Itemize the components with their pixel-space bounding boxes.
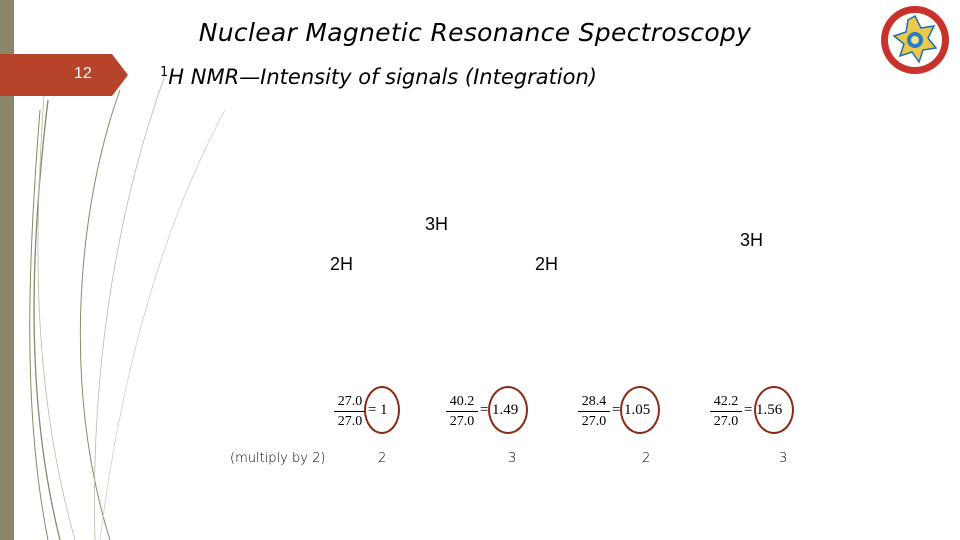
peak-label: 3H <box>740 230 764 250</box>
ratio-denominator: 27.0 <box>337 414 363 429</box>
result-circle <box>620 386 660 434</box>
integration-ratio: 27.0 27.0 = 1 <box>334 394 388 429</box>
multiply-note: (multiply by 2) <box>230 451 326 466</box>
multiplied-value: 3 <box>508 451 517 466</box>
ratio-numerator: 42.2 <box>713 394 739 409</box>
ratio-numerator: 27.0 <box>337 394 363 409</box>
result-circle <box>364 386 400 434</box>
multiplied-value: 2 <box>378 451 387 466</box>
equals-sign: = <box>744 402 753 418</box>
multiplied-value: 3 <box>779 451 788 466</box>
integration-ratio: 40.2 27.0 = 1.49 <box>446 394 518 429</box>
integration-ratio: 28.4 27.0 = 1.05 <box>578 394 650 429</box>
university-seal-icon <box>881 6 949 74</box>
slide-subtitle: 1H NMR—Intensity of signals (Integration… <box>160 65 597 89</box>
peak-label: 2H <box>535 254 559 274</box>
equals-sign: = <box>612 402 621 418</box>
ratio-denominator: 27.0 <box>449 414 475 429</box>
ratio-denominator: 27.0 <box>713 414 739 429</box>
peak-label: 3H <box>425 214 449 234</box>
subtitle-text: H NMR—Intensity of signals (Integration) <box>168 65 597 89</box>
slide-number: 12 <box>74 65 92 82</box>
multiplied-value: 2 <box>642 451 651 466</box>
integration-ratio: 42.2 27.0 = 1.56 <box>710 394 782 429</box>
ratio-denominator: 27.0 <box>581 414 607 429</box>
subtitle-superscript: 1 <box>160 65 169 80</box>
result-circle <box>754 386 794 434</box>
page-title: Nuclear Magnetic Resonance Spectroscopy <box>198 18 752 47</box>
left-sidebar-bar <box>0 0 14 540</box>
peak-label: 2H <box>330 254 354 274</box>
result-circle <box>488 386 528 434</box>
equals-sign: = <box>480 402 489 418</box>
ratio-numerator: 28.4 <box>581 394 607 409</box>
decorative-curves <box>29 74 226 540</box>
ratio-numerator: 40.2 <box>449 394 475 409</box>
slide-number-badge: 12 <box>0 54 130 96</box>
